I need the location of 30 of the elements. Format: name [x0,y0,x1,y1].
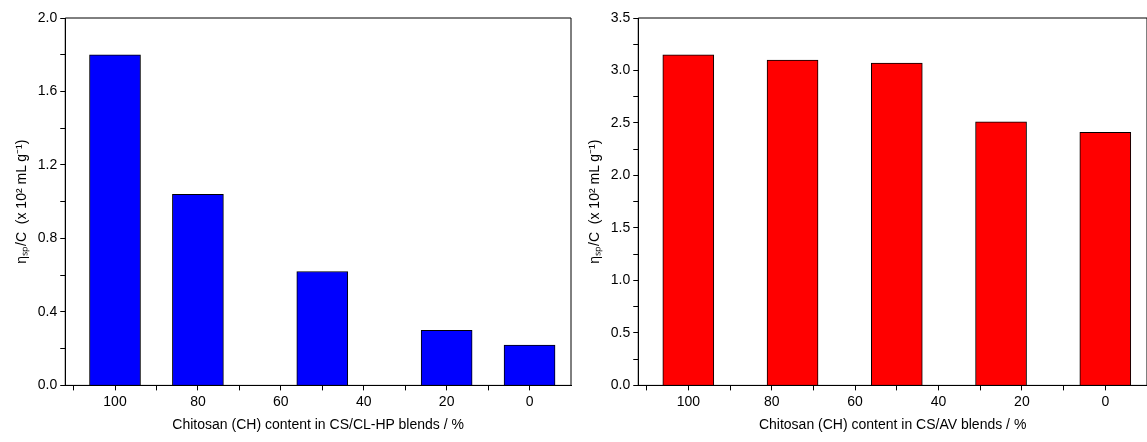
x-tick-label: 60 [273,392,289,409]
y-tick-label: 2.5 [610,113,631,130]
y-tick-label: 2.0 [610,166,631,183]
x-tick-label: 100 [103,392,127,409]
y-tick-label: 1.0 [610,271,631,288]
y-tick-label: 0.8 [37,229,58,246]
x-tick-label: 100 [676,392,701,409]
x-tick-label: 80 [190,392,206,409]
x-tick-label: 0 [1101,392,1110,409]
y-tick-label: 3.0 [610,61,631,78]
y-tick-label: 1.2 [37,155,58,172]
y-tick-label: 0.5 [610,323,631,340]
y-axis-title: ηₛₚ/C (x 10² mL g⁻¹) [13,139,31,264]
x-tick-label: 40 [930,392,947,409]
y-tick-label: 2.0 [37,8,58,25]
x-tick-label: 0 [525,392,534,409]
x-tick-label: 40 [355,392,372,409]
y-axis-title: ηₛₚ/C (x 10² mL g⁻¹) [586,139,604,264]
y-tick-label: 1.6 [37,82,58,99]
x-tick-label: 80 [763,392,780,409]
x-axis-title: Chitosan (CH) content in CS/AV blends / % [758,416,1027,433]
y-tick-label: 0.4 [37,302,58,319]
y-tick-label: 3.5 [610,8,631,25]
y-tick-label: 0.0 [37,376,58,393]
x-tick-label: 60 [847,392,864,409]
y-tick-label: 1.5 [610,218,631,235]
x-tick-label: 20 [1014,392,1030,409]
x-tick-label: 20 [438,392,455,409]
y-tick-label: 0.0 [610,376,631,393]
x-axis-title: Chitosan (CH) content in CS/CL-HP blends / % [172,416,464,433]
